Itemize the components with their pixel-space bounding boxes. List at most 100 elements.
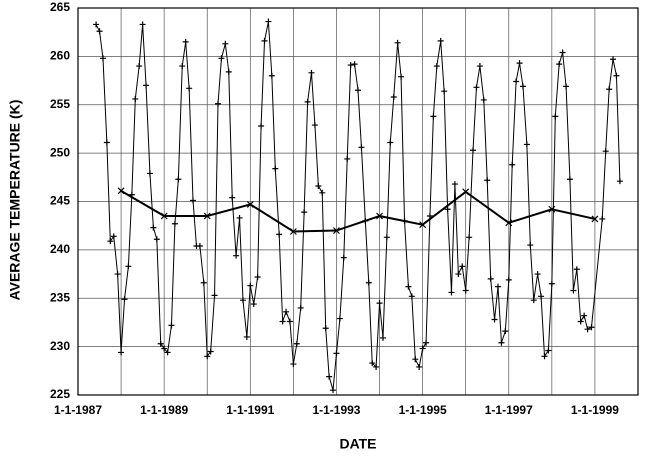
marker — [125, 263, 132, 270]
marker — [437, 37, 444, 44]
marker — [556, 61, 563, 68]
marker — [379, 334, 386, 341]
marker — [203, 212, 211, 220]
marker — [581, 312, 588, 319]
marker — [258, 123, 265, 130]
marker — [114, 271, 121, 278]
marker — [182, 38, 189, 45]
marker — [502, 328, 509, 335]
marker — [484, 177, 491, 184]
marker — [290, 361, 297, 368]
marker — [513, 78, 520, 85]
marker — [376, 300, 383, 307]
marker — [365, 279, 372, 286]
marker — [261, 37, 268, 44]
marker — [315, 183, 322, 190]
marker — [175, 176, 182, 183]
marker — [304, 98, 311, 105]
marker — [265, 18, 272, 25]
marker — [222, 40, 229, 47]
marker — [103, 139, 110, 146]
y-tick-label: 245 — [50, 194, 70, 208]
y-tick-label: 235 — [50, 290, 70, 304]
marker — [211, 292, 218, 299]
marker — [297, 304, 304, 311]
marker — [186, 85, 193, 92]
marker — [247, 282, 254, 289]
marker — [416, 363, 423, 370]
y-tick-label: 240 — [50, 242, 70, 256]
marker — [509, 161, 516, 168]
marker — [405, 283, 412, 290]
marker — [358, 144, 365, 151]
marker — [157, 340, 164, 347]
marker — [419, 345, 426, 352]
marker — [480, 96, 487, 103]
marker — [279, 318, 286, 325]
marker — [319, 189, 326, 196]
marker — [204, 353, 211, 360]
marker — [498, 339, 505, 346]
marker — [143, 82, 150, 89]
marker — [430, 113, 437, 120]
x-tick-label: 1-1-1999 — [571, 403, 619, 417]
marker — [505, 219, 513, 227]
marker — [110, 233, 117, 240]
marker — [179, 63, 186, 70]
marker — [344, 155, 351, 162]
marker — [276, 231, 283, 238]
marker — [433, 63, 440, 70]
x-tick-label: 1-1-1991 — [226, 403, 274, 417]
series-line — [120, 189, 596, 233]
marker — [369, 360, 376, 367]
marker — [254, 273, 261, 280]
marker — [107, 238, 114, 245]
marker — [462, 188, 470, 196]
marker — [419, 221, 427, 229]
x-tick-label: 1-1-1997 — [485, 403, 533, 417]
marker — [146, 170, 153, 177]
marker — [243, 333, 250, 340]
marker — [229, 194, 236, 201]
marker — [602, 148, 609, 155]
marker — [330, 387, 337, 394]
x-tick-label: 1-1-1995 — [399, 403, 447, 417]
marker — [473, 84, 480, 91]
marker — [246, 200, 254, 208]
marker — [301, 209, 308, 216]
marker — [584, 326, 591, 333]
marker — [591, 215, 599, 223]
marker — [268, 72, 275, 79]
marker — [160, 212, 168, 220]
marker — [132, 95, 139, 102]
marker — [272, 165, 279, 172]
marker — [448, 289, 455, 296]
marker — [207, 348, 214, 355]
marker — [599, 215, 606, 222]
marker — [376, 212, 383, 220]
marker — [121, 296, 128, 303]
marker — [527, 242, 534, 249]
marker — [117, 187, 125, 195]
marker — [559, 49, 566, 56]
marker — [455, 271, 462, 278]
marker — [355, 87, 361, 94]
series-line — [95, 21, 621, 391]
x-axis-title: DATE — [339, 436, 376, 452]
marker — [99, 55, 106, 62]
marker — [322, 325, 329, 332]
marker — [459, 263, 466, 270]
marker — [373, 363, 380, 370]
marker — [196, 243, 203, 250]
marker — [495, 283, 501, 290]
marker — [96, 28, 103, 35]
y-tick-label: 255 — [50, 97, 70, 111]
y-tick-label: 265 — [50, 0, 70, 14]
marker — [200, 279, 207, 286]
marker — [233, 252, 240, 259]
marker — [610, 56, 617, 63]
marker — [136, 63, 143, 70]
marker — [423, 339, 430, 346]
marker — [548, 280, 555, 287]
marker — [239, 297, 246, 304]
